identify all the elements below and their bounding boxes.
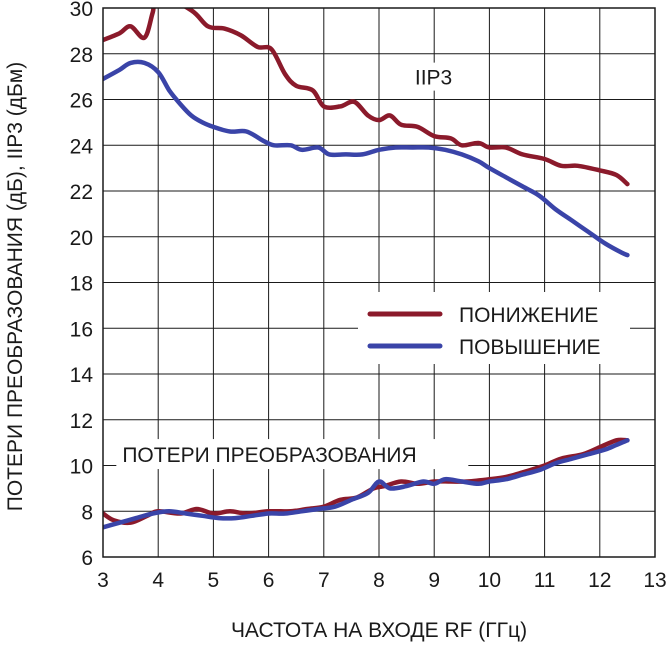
y-tick-label: 22	[70, 181, 93, 204]
legend-label-up: ПОВЫШЕНИЕ	[459, 336, 601, 359]
x-tick-label: 12	[588, 569, 611, 592]
x-tick-label: 11	[534, 569, 556, 592]
x-tick-label: 4	[152, 569, 164, 592]
x-tick-label: 13	[643, 569, 666, 592]
y-tick-label: 14	[70, 364, 94, 387]
y-axis-label: ПОТЕРИ ПРЕОБРАЗОВАНИЯ (дБ), IIP3 (дБм)	[4, 62, 27, 512]
y-tick-label: 16	[70, 318, 93, 341]
y-tick-label: 18	[70, 273, 93, 296]
x-tick-label: 7	[318, 569, 330, 592]
series-line-up-conversion-loss	[103, 438, 630, 530]
annotation-background	[408, 62, 459, 91]
series-layer	[103, 8, 630, 530]
y-tick-label: 26	[70, 90, 93, 113]
x-axis-label: ЧАСТОТА НА ВХОДЕ RF (ГГц)	[231, 619, 527, 642]
y-tick-label: 24	[70, 135, 94, 158]
annotation-iip3: IIP3	[415, 67, 452, 90]
annotation-conversion-loss: ПОТЕРИ ПРЕОБРАЗОВАНИЯ	[122, 444, 416, 467]
x-tick-label: 3	[97, 569, 109, 592]
x-tick-label: 10	[478, 569, 501, 592]
grid	[102, 7, 656, 558]
y-tick-label: 28	[70, 44, 93, 67]
y-tick-label: 20	[70, 227, 93, 250]
legend-label-down: ПОНИЖЕНИЕ	[459, 304, 598, 327]
y-tick-label: 6	[81, 547, 93, 570]
y-tick-label: 12	[70, 410, 93, 433]
series-line-up-iip3	[103, 59, 630, 258]
y-tick-label: 10	[70, 456, 93, 479]
x-tick-labels: 3 4 5 6 7 8 9 10 11 12 13	[97, 569, 667, 592]
x-tick-label: 8	[373, 569, 385, 592]
legend-background	[358, 292, 630, 364]
x-tick-label: 9	[428, 569, 440, 592]
y-tick-labels: 6 8 10 12 14 16 18 20 22 24 26 28 30	[70, 0, 94, 570]
y-tick-label: 30	[70, 0, 93, 21]
y-tick-label: 8	[81, 501, 93, 524]
series-line-down-iip3	[103, 8, 630, 187]
x-tick-label: 6	[263, 569, 275, 592]
plot-frame	[102, 7, 656, 558]
x-tick-label: 5	[208, 569, 220, 592]
annotation-background	[116, 439, 469, 470]
legend: ПОНИЖЕНИЕ ПОВЫШЕНИЕ	[358, 292, 630, 364]
